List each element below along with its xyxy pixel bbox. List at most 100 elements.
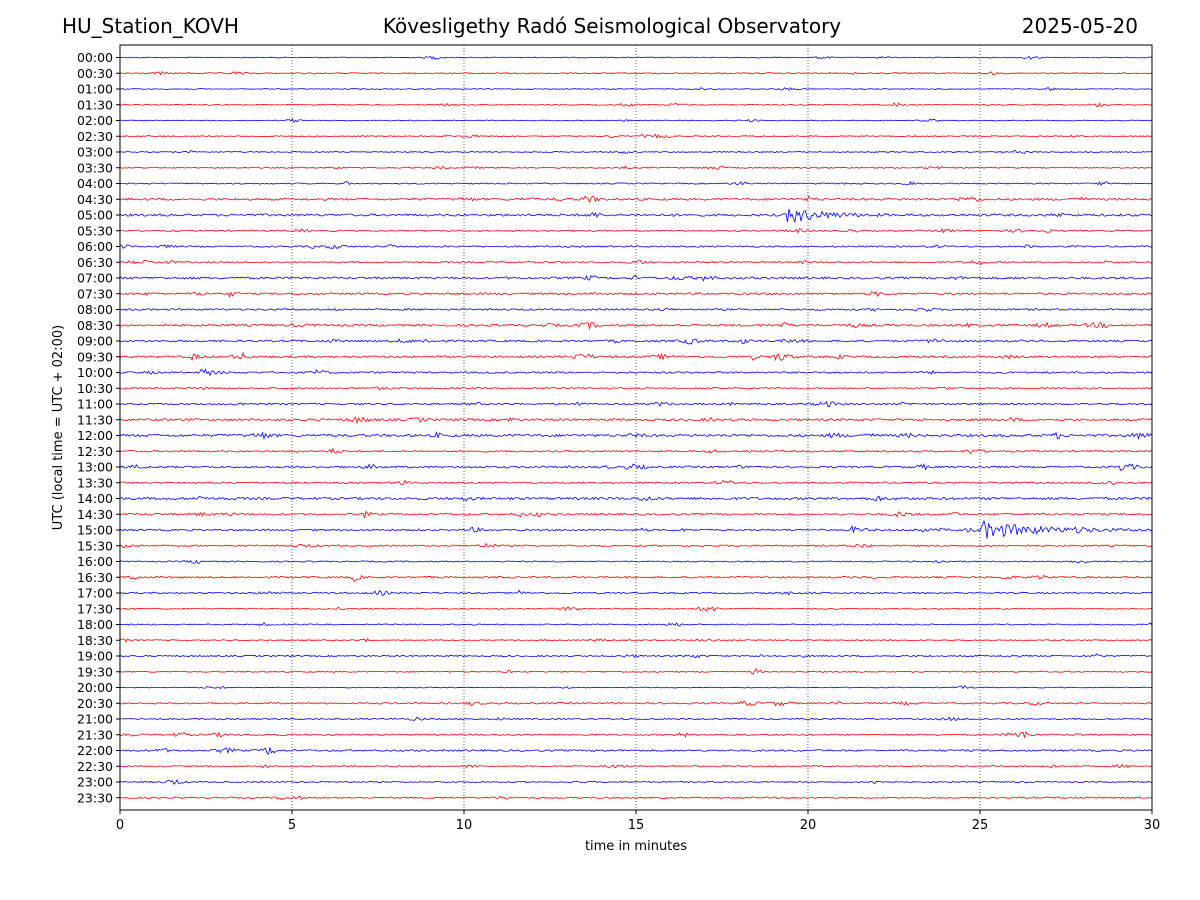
y-axis: 00:0000:3001:0001:3002:0002:3003:0003:30… xyxy=(77,50,120,805)
trace-0330 xyxy=(119,165,1153,170)
trace-1530 xyxy=(119,542,1153,549)
trace-0600 xyxy=(119,244,1153,250)
trace-1630 xyxy=(119,574,1153,582)
y-tick-label: 14:00 xyxy=(77,491,113,506)
y-tick-label: 03:00 xyxy=(77,145,113,160)
trace-2000 xyxy=(119,685,1153,690)
trace-1900 xyxy=(119,653,1153,659)
y-tick-label: 12:30 xyxy=(77,444,113,459)
y-tick-label: 23:00 xyxy=(77,775,113,790)
trace-1100 xyxy=(119,400,1153,408)
trace-0830 xyxy=(119,321,1153,331)
y-tick-label: 08:00 xyxy=(77,302,113,317)
x-axis-label: time in minutes xyxy=(585,839,687,854)
y-tick-label: 01:30 xyxy=(77,97,113,112)
x-tick-label: 20 xyxy=(800,818,817,833)
trace-1500 xyxy=(119,519,1153,539)
trace-0900 xyxy=(119,338,1153,345)
trace-1330 xyxy=(119,479,1153,486)
y-tick-label: 21:30 xyxy=(77,727,113,742)
y-tick-label: 00:00 xyxy=(77,50,113,65)
y-tick-label: 06:30 xyxy=(77,255,113,270)
trace-1200 xyxy=(119,430,1153,441)
trace-0100 xyxy=(119,87,1153,92)
trace-1730 xyxy=(119,606,1153,612)
x-tick-label: 5 xyxy=(288,818,296,833)
trace-2200 xyxy=(119,747,1153,755)
grid-lines xyxy=(291,45,981,810)
y-tick-label: 08:30 xyxy=(77,318,113,333)
y-tick-label: 10:30 xyxy=(77,381,113,396)
trace-2030 xyxy=(119,700,1153,707)
trace-1430 xyxy=(119,510,1153,519)
y-tick-label: 11:00 xyxy=(77,397,113,412)
trace-0030 xyxy=(119,71,1153,76)
trace-1830 xyxy=(119,637,1153,643)
trace-0930 xyxy=(119,351,1153,362)
y-tick-label: 12:00 xyxy=(77,428,113,443)
y-tick-label: 11:30 xyxy=(77,412,113,427)
y-tick-label: 20:30 xyxy=(77,696,113,711)
y-tick-label: 15:00 xyxy=(77,523,113,538)
y-tick-label: 16:00 xyxy=(77,554,113,569)
y-tick-label: 18:30 xyxy=(77,633,113,648)
y-tick-label: 02:00 xyxy=(77,113,113,128)
y-tick-label: 05:00 xyxy=(77,208,113,223)
trace-1400 xyxy=(119,495,1153,502)
y-axis-label: UTC (local time = UTC + 02:00) xyxy=(51,325,66,530)
y-tick-label: 07:30 xyxy=(77,286,113,301)
y-tick-label: 18:00 xyxy=(77,617,113,632)
station-name: HU_Station_KOVH xyxy=(62,14,239,38)
y-tick-label: 09:30 xyxy=(77,349,113,364)
y-tick-label: 05:30 xyxy=(77,223,113,238)
trace-1030 xyxy=(119,386,1153,391)
trace-1300 xyxy=(119,463,1153,471)
trace-1700 xyxy=(119,589,1153,596)
y-tick-label: 21:00 xyxy=(77,712,113,727)
y-tick-label: 09:00 xyxy=(77,334,113,349)
trace-1000 xyxy=(119,368,1153,377)
trace-0400 xyxy=(119,180,1153,187)
trace-0130 xyxy=(119,102,1153,108)
seismic-traces xyxy=(119,55,1153,801)
y-tick-label: 01:00 xyxy=(77,82,113,97)
trace-0800 xyxy=(119,307,1153,312)
y-tick-label: 04:30 xyxy=(77,192,113,207)
trace-1600 xyxy=(119,559,1153,565)
trace-2100 xyxy=(119,716,1153,722)
y-tick-label: 23:30 xyxy=(77,790,113,805)
y-tick-label: 10:00 xyxy=(77,365,113,380)
x-tick-label: 15 xyxy=(628,818,645,833)
trace-1800 xyxy=(119,621,1153,627)
x-tick-label: 25 xyxy=(972,818,989,833)
y-tick-label: 17:00 xyxy=(77,586,113,601)
x-axis: 0 5 10 15 20 25 30 xyxy=(116,810,1160,833)
y-tick-label: 04:00 xyxy=(77,176,113,191)
trace-0530 xyxy=(119,228,1153,234)
y-tick-label: 22:00 xyxy=(77,743,113,758)
y-tick-label: 13:00 xyxy=(77,460,113,475)
x-tick-label: 0 xyxy=(116,818,124,833)
trace-1230 xyxy=(119,447,1153,455)
y-tick-label: 19:30 xyxy=(77,664,113,679)
y-tick-label: 03:30 xyxy=(77,160,113,175)
trace-2230 xyxy=(119,763,1153,769)
y-tick-label: 00:30 xyxy=(77,66,113,81)
trace-0230 xyxy=(119,133,1153,139)
trace-0630 xyxy=(119,259,1153,266)
trace-2330 xyxy=(119,795,1153,801)
trace-1130 xyxy=(119,416,1153,425)
y-tick-label: 06:00 xyxy=(77,239,113,254)
chart-title: Kövesligethy Radó Seismological Observat… xyxy=(382,14,842,38)
y-tick-label: 22:30 xyxy=(77,759,113,774)
trace-2130 xyxy=(119,731,1153,739)
trace-0000 xyxy=(119,55,1153,60)
y-tick-label: 07:00 xyxy=(77,271,113,286)
y-tick-label: 20:00 xyxy=(77,680,113,695)
y-tick-label: 15:30 xyxy=(77,538,113,553)
y-tick-label: 14:30 xyxy=(77,507,113,522)
trace-1930 xyxy=(119,667,1153,675)
trace-0500 xyxy=(119,209,1153,224)
trace-2300 xyxy=(119,778,1153,786)
